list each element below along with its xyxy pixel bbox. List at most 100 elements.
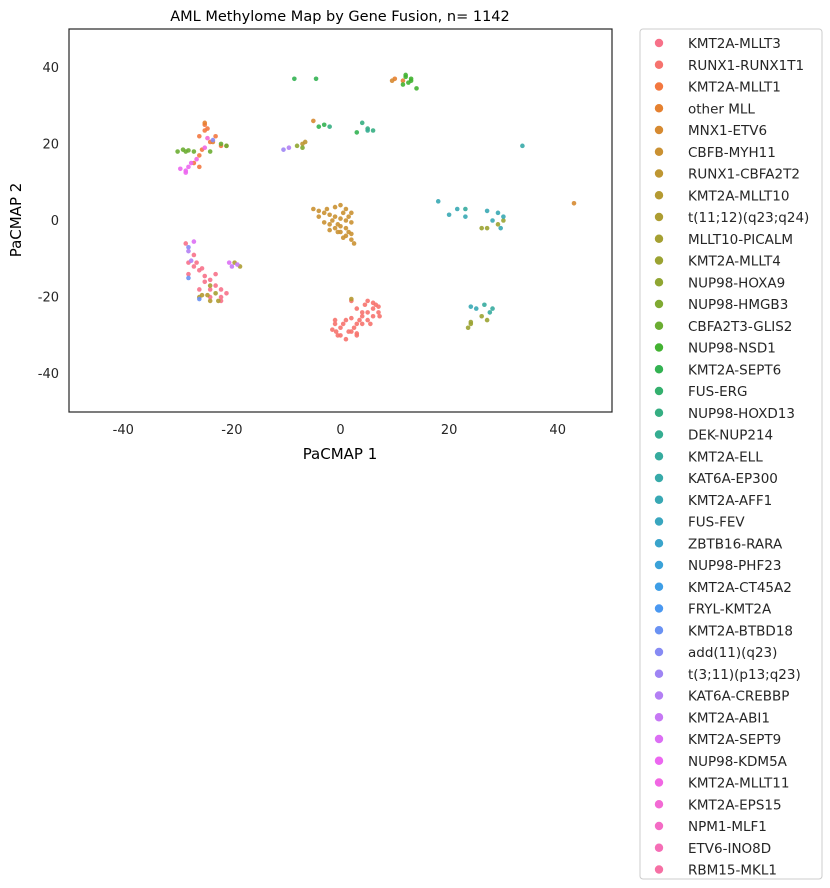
scatter-point [311, 118, 316, 124]
scatter-point [332, 321, 338, 327]
scatter-point [479, 313, 484, 319]
scatter-point [389, 78, 395, 84]
scatter-point [338, 216, 343, 221]
scatter-point [365, 128, 370, 133]
legend-marker [654, 365, 664, 374]
scatter-point [207, 277, 213, 283]
scatter-point [338, 333, 343, 338]
legend-label: NUP98-NSD1 [688, 341, 776, 357]
y-tick-label: -40 [38, 367, 59, 382]
points-layer [175, 72, 577, 342]
legend-label: RBM15-MKL1 [688, 863, 777, 879]
legend-marker [654, 691, 664, 700]
scatter-point [370, 300, 376, 306]
legend-marker [654, 343, 664, 352]
scatter-point [468, 319, 474, 325]
scatter-point [202, 145, 208, 151]
scatter-point [446, 212, 452, 218]
scatter-point [490, 306, 495, 311]
legend-marker [654, 582, 664, 591]
scatter-point [335, 229, 341, 235]
scatter-point [435, 199, 441, 204]
legend-marker [654, 843, 664, 852]
scatter-point [235, 262, 240, 267]
scatter-point [327, 227, 332, 233]
scatter-point [346, 214, 351, 219]
scatter-point [501, 214, 506, 219]
legend-label: KMT2A-ABI1 [688, 710, 770, 726]
legend-marker [654, 517, 664, 526]
scatter-point [316, 124, 322, 129]
scatter-point [311, 206, 316, 212]
legend-marker [654, 626, 664, 635]
legend-marker [654, 38, 664, 48]
scatter-point [183, 170, 189, 175]
legend-label: t(11;12)(q23;q24) [688, 210, 809, 226]
y-axis-label: PaCMAP 2 [7, 183, 25, 258]
x-tick-label: 20 [441, 423, 458, 438]
scatter-point [370, 313, 376, 319]
legend-marker [654, 734, 664, 744]
legend-marker [654, 256, 664, 265]
scatter-point [343, 317, 349, 323]
scatter-point [365, 298, 370, 304]
scatter-point [354, 321, 360, 327]
scatter-point [327, 212, 332, 218]
legend-label: CBFB-MYH11 [688, 145, 776, 161]
x-tick-label: -40 [113, 423, 134, 438]
scatter-point [403, 72, 408, 78]
scatter-point [454, 206, 460, 212]
scatter-point [218, 141, 224, 147]
scatter-point [376, 304, 381, 309]
scatter-point [330, 327, 335, 332]
legend-label: CBFA2T3-GLIS2 [688, 319, 792, 335]
scatter-point [330, 218, 335, 223]
legend-label: FRYL-KMT2A [688, 602, 772, 618]
scatter-point [316, 214, 322, 219]
scatter-point [490, 218, 495, 223]
scatter-point [186, 245, 191, 250]
scatter-point [205, 292, 210, 298]
scatter-point [408, 78, 414, 84]
scatter-point [333, 329, 339, 334]
scatter-point [520, 143, 525, 149]
scatter-point [294, 143, 300, 149]
chart-title: AML Methylome Map by Gene Fusion, n= 114… [170, 9, 510, 25]
scatter-point [359, 321, 365, 327]
scatter-point [368, 321, 373, 327]
scatter-point [362, 302, 368, 308]
scatter-point [495, 222, 501, 227]
scatter-point [495, 210, 501, 216]
scatter-point [197, 153, 202, 158]
legend-label: ETV6-INO8D [688, 841, 771, 857]
scatter-point [197, 133, 202, 139]
legend-marker [654, 321, 664, 330]
scatter-point [194, 156, 199, 162]
scatter-point [178, 166, 183, 172]
scatter-point [340, 210, 346, 216]
scatter-point [205, 135, 210, 141]
scatter-point [349, 296, 354, 302]
scatter-point [175, 149, 180, 154]
legend-label: KAT6A-CREBBP [688, 689, 789, 705]
scatter-point [300, 145, 305, 151]
legend-label: MLLT10-PICALM [688, 232, 793, 248]
scatter-point [332, 214, 338, 219]
scatter-point [349, 210, 354, 216]
y-tick-label: 20 [42, 137, 59, 152]
scatter-point [332, 317, 338, 323]
legend-marker [654, 430, 664, 439]
legend-marker [654, 104, 664, 113]
scatter-point [340, 321, 346, 327]
legend-marker [654, 669, 664, 678]
scatter-point [213, 133, 218, 139]
scatter-point [324, 206, 330, 212]
scatter-point [316, 208, 322, 214]
scatter-point [351, 325, 357, 331]
legend-label: RUNX1-CBFA2T2 [688, 167, 800, 183]
scatter-point [465, 325, 471, 331]
legend-label: KMT2A-CT45A2 [688, 580, 792, 596]
legend: KMT2A-MLLT3 RUNX1-RUNX1T1 KMT2A-MLLT1 other… [654, 36, 809, 879]
scatter-point [186, 275, 191, 281]
